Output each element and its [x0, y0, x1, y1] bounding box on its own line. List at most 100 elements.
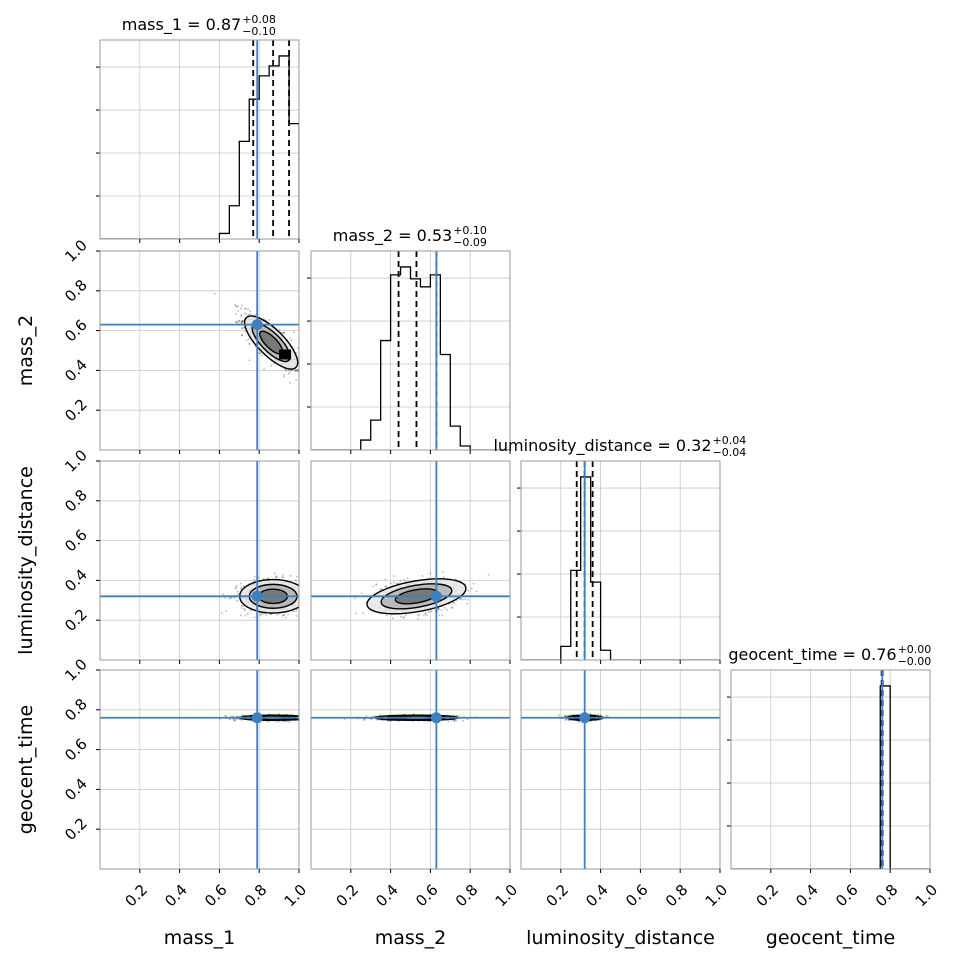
sample-point [296, 576, 298, 578]
sample-point [244, 312, 246, 314]
sample-point [301, 605, 303, 607]
sample-point [447, 720, 449, 722]
sample-point [305, 718, 307, 720]
sample-point [240, 321, 242, 323]
sample-point [301, 371, 303, 373]
sample-point [471, 588, 473, 590]
sample-point [446, 609, 448, 611]
sample-point [473, 583, 475, 585]
sample-point [375, 584, 377, 586]
sample-point [355, 612, 357, 614]
sample-point [312, 593, 314, 595]
sample-point [261, 613, 263, 615]
histogram-geocent_time [731, 686, 930, 869]
sample-point [300, 719, 302, 721]
sample-point [407, 577, 409, 579]
sample-point [214, 293, 216, 295]
sample-point [299, 361, 301, 363]
grid-lines [140, 251, 259, 450]
sample-point [225, 597, 227, 599]
grid-lines [140, 670, 259, 869]
sample-point [295, 379, 297, 381]
sample-point [275, 577, 277, 579]
sample-point [300, 717, 302, 719]
sample-point [285, 617, 287, 619]
sample-point [303, 718, 305, 720]
sample-point [293, 611, 295, 613]
sample-point [238, 322, 240, 324]
sample-point [241, 334, 243, 336]
sample-point [235, 588, 237, 590]
sample-point [312, 376, 314, 378]
sample-point [289, 337, 291, 339]
sample-point [323, 592, 325, 594]
sample-point [301, 713, 303, 715]
sample-point [302, 595, 304, 597]
sample-point [309, 716, 311, 718]
sample-point [236, 600, 238, 602]
sample-point [396, 582, 398, 584]
sample-point [468, 590, 470, 592]
sample-point [295, 615, 297, 617]
sample-point [261, 355, 263, 357]
sample-point [282, 576, 284, 578]
sample-point [241, 605, 243, 607]
sample-point [386, 615, 388, 617]
panel-title: geocent_time = 0.76 [728, 645, 896, 665]
diag-panel-mass_2 [311, 251, 510, 450]
sample-point [228, 598, 230, 600]
sample-point [263, 368, 265, 370]
sample-point [301, 367, 303, 369]
sample-point [302, 372, 304, 374]
sample-point [234, 303, 236, 305]
sample-point [392, 617, 394, 619]
grid-lines [351, 461, 470, 660]
title-minus: −0.00 [898, 655, 932, 668]
sample-point [244, 308, 246, 310]
sample-point [268, 577, 270, 579]
truth-marker [431, 591, 442, 602]
sample-point [403, 579, 405, 581]
sample-point [237, 305, 239, 307]
sample-point [300, 600, 302, 602]
sample-point [301, 717, 303, 719]
sample-point [303, 717, 305, 719]
sample-point [282, 615, 284, 617]
sample-point [301, 718, 303, 720]
sample-point [429, 573, 431, 575]
sample-point [426, 614, 428, 616]
sample-point [244, 331, 246, 333]
diag-panel-geocent_time [731, 670, 930, 869]
sample-point [300, 716, 302, 718]
sample-point [303, 588, 305, 590]
grid-lines [561, 670, 680, 869]
sample-point [308, 597, 310, 599]
grid-lines [311, 251, 510, 450]
sample-point [234, 720, 236, 722]
sample-point [464, 598, 466, 600]
sample-point [302, 366, 304, 368]
grid-lines [140, 461, 259, 660]
sample-point [248, 342, 250, 344]
panel-title: luminosity_distance = 0.32 [493, 436, 711, 456]
sample-point [283, 614, 285, 616]
sample-point [222, 593, 224, 595]
sample-point [240, 586, 242, 588]
panel-mass_1-geocent_time [100, 670, 299, 869]
panel-mass_1-luminosity_distance [100, 461, 299, 660]
sample-point [277, 614, 279, 616]
sample-point [309, 597, 311, 599]
title-minus: −0.09 [453, 236, 487, 249]
sample-point [306, 718, 308, 720]
sample-point [274, 573, 276, 575]
sample-point [400, 616, 402, 618]
sample-point [344, 719, 346, 721]
sample-point [308, 596, 310, 598]
sample-point [425, 612, 427, 614]
sample-point [304, 597, 306, 599]
sample-point [467, 599, 469, 601]
sample-point [288, 373, 290, 375]
sample-point [400, 580, 402, 582]
